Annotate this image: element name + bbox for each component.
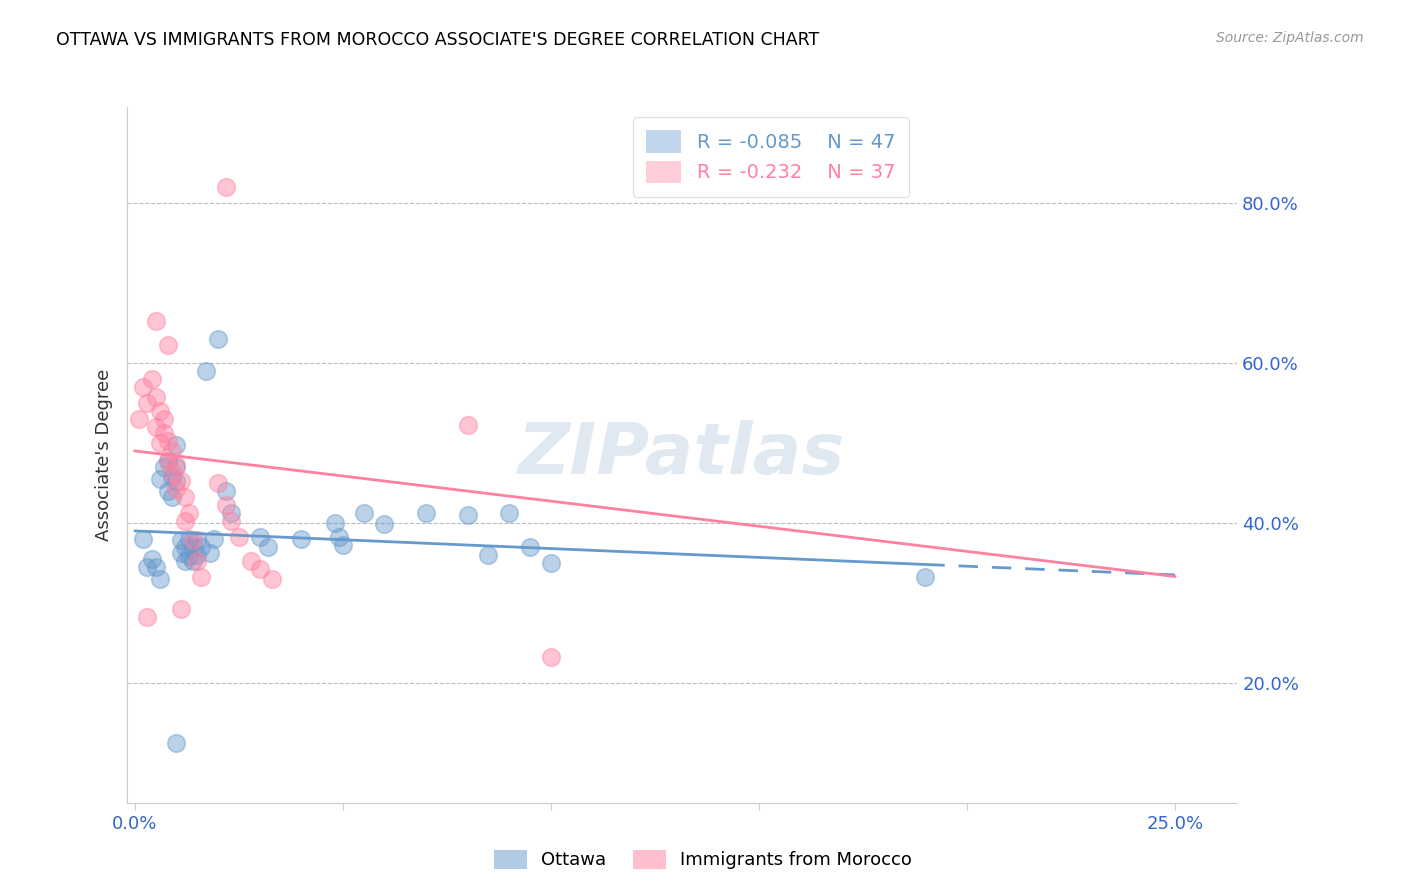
Legend: Ottawa, Immigrants from Morocco: Ottawa, Immigrants from Morocco: [485, 841, 921, 879]
Point: [457, 508, 479, 522]
Point: [157, 483, 180, 498]
Point: [136, 396, 159, 410]
Point: [190, 540, 212, 554]
Point: [162, 444, 184, 458]
Point: [145, 560, 167, 574]
Point: [153, 412, 176, 426]
Point: [145, 314, 167, 328]
Point: [202, 532, 225, 546]
Text: Source: ZipAtlas.com: Source: ZipAtlas.com: [1216, 31, 1364, 45]
Point: [181, 540, 204, 554]
Point: [166, 437, 188, 451]
Point: [181, 554, 204, 568]
Point: [373, 517, 395, 532]
Point: [215, 180, 238, 194]
Point: [415, 506, 437, 520]
Point: [219, 514, 242, 528]
Point: [169, 546, 191, 560]
Point: [477, 548, 499, 562]
Point: [540, 556, 562, 570]
Point: [332, 538, 354, 552]
Point: [257, 540, 280, 554]
Point: [457, 418, 479, 433]
Point: [173, 540, 195, 554]
Text: ZIPatlas: ZIPatlas: [519, 420, 845, 490]
Point: [157, 434, 180, 449]
Point: [219, 506, 242, 520]
Point: [149, 472, 172, 486]
Point: [177, 532, 200, 546]
Point: [207, 332, 229, 346]
Point: [145, 420, 167, 434]
Point: [519, 540, 541, 554]
Point: [186, 533, 208, 548]
Point: [173, 554, 195, 568]
Point: [240, 554, 263, 568]
Point: [166, 483, 188, 497]
Point: [249, 530, 271, 544]
Point: [149, 436, 172, 450]
Point: [169, 533, 191, 548]
Point: [166, 458, 188, 473]
Point: [249, 562, 271, 576]
Point: [162, 491, 184, 505]
Point: [177, 506, 200, 520]
Point: [173, 514, 195, 528]
Point: [328, 530, 350, 544]
Point: [136, 610, 159, 624]
Point: [153, 426, 176, 441]
Text: OTTAWA VS IMMIGRANTS FROM MOROCCO ASSOCIATE'S DEGREE CORRELATION CHART: OTTAWA VS IMMIGRANTS FROM MOROCCO ASSOCI…: [56, 31, 820, 49]
Point: [141, 372, 163, 386]
Point: [145, 390, 167, 404]
Point: [162, 467, 184, 481]
Point: [498, 506, 520, 520]
Point: [207, 475, 229, 490]
Point: [166, 736, 188, 750]
Point: [166, 459, 188, 474]
Point: [157, 453, 180, 467]
Point: [198, 546, 221, 560]
Legend: R = -0.085    N = 47, R = -0.232    N = 37: R = -0.085 N = 47, R = -0.232 N = 37: [633, 117, 908, 196]
Point: [353, 506, 375, 520]
Point: [290, 532, 312, 546]
Point: [190, 570, 212, 584]
Point: [153, 459, 176, 474]
Point: [166, 475, 188, 489]
Point: [132, 532, 155, 546]
Point: [132, 380, 155, 394]
Point: [914, 570, 936, 584]
Point: [149, 572, 172, 586]
Point: [162, 469, 184, 483]
Point: [149, 404, 172, 418]
Point: [141, 552, 163, 566]
Point: [169, 602, 191, 616]
Point: [177, 549, 200, 564]
Point: [169, 475, 191, 489]
Point: [215, 498, 238, 512]
Point: [173, 491, 195, 505]
Point: [540, 650, 562, 665]
Point: [323, 516, 346, 530]
Point: [128, 412, 150, 426]
Point: [194, 364, 217, 378]
Point: [186, 548, 208, 562]
Point: [215, 483, 238, 498]
Point: [186, 554, 208, 568]
Point: [262, 572, 284, 586]
Point: [181, 533, 204, 548]
Point: [157, 338, 180, 352]
Y-axis label: Associate's Degree: Associate's Degree: [94, 368, 112, 541]
Point: [157, 453, 180, 467]
Point: [136, 560, 159, 574]
Point: [228, 530, 250, 544]
